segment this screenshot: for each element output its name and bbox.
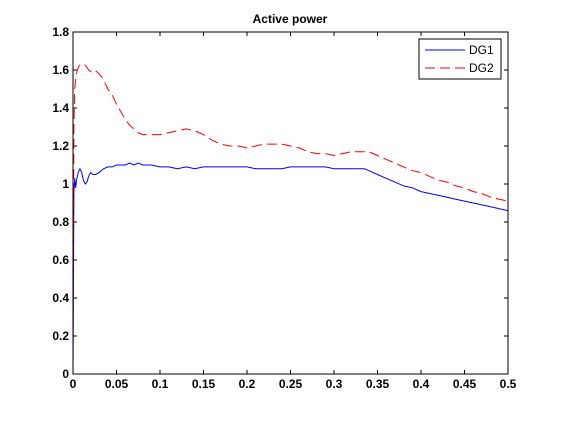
plot-area — [73, 32, 508, 374]
y-tick-label: 1.4 — [52, 101, 69, 115]
series-line-dg2 — [72, 63, 509, 375]
y-tick-label: 0.6 — [52, 253, 69, 267]
x-tick-label: 0.45 — [453, 377, 477, 391]
x-tick-label: 0.05 — [105, 377, 129, 391]
x-tick-label: 0.3 — [326, 377, 343, 391]
x-tick-label: 0.4 — [413, 377, 430, 391]
y-tick-label: 1.6 — [52, 63, 69, 77]
x-tick-label: 0 — [70, 377, 77, 391]
axis-ticks: 0 0.05 0.1 0.15 0.2 0.25 0.3 0.35 0.4 0.45 0.5 0 0.2… — [52, 25, 516, 391]
plot-frame — [72, 31, 509, 375]
series-lines — [72, 63, 509, 375]
legend-box — [418, 38, 502, 80]
y-tick-label: 0.2 — [52, 329, 69, 343]
legend-label-dg1: DG1 — [469, 43, 494, 57]
y-tick-label: 1 — [62, 177, 69, 191]
y-tick-label: 0.8 — [52, 215, 69, 229]
series-line-dg1 — [72, 162, 509, 375]
x-tick-label: 0.25 — [279, 377, 303, 391]
x-tick-label: 0.1 — [152, 377, 169, 391]
y-tick-label: 1.8 — [52, 25, 69, 39]
y-tick-label: 0 — [62, 367, 69, 381]
x-tick-label: 0.35 — [366, 377, 390, 391]
x-tick-label: 0.2 — [239, 377, 256, 391]
chart-title: Active power — [253, 12, 328, 26]
y-tick-label: 1.2 — [52, 139, 69, 153]
legend-label-dg2: DG2 — [469, 61, 494, 75]
x-tick-label: 0.5 — [500, 377, 517, 391]
y-tick-label: 0.4 — [52, 291, 69, 305]
x-tick-label: 0.15 — [192, 377, 216, 391]
